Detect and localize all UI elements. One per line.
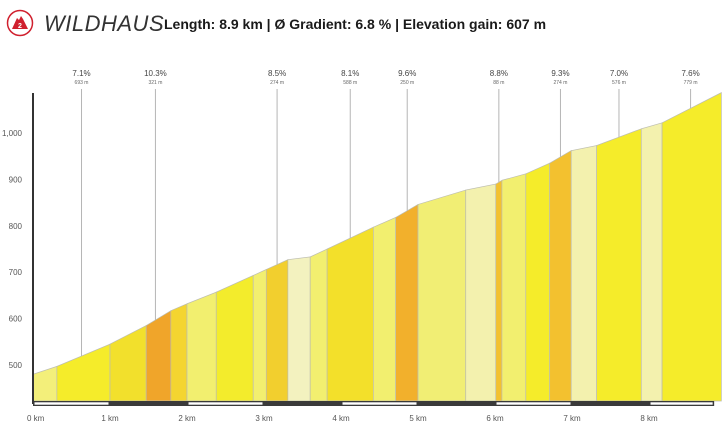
- y-tick-label: 600: [9, 315, 23, 324]
- annotation-distance-label: 576 m: [612, 80, 626, 86]
- annotation-distance-label: 588 m: [343, 80, 357, 86]
- profile-segment: [326, 226, 374, 402]
- profile-segment: [372, 216, 397, 402]
- annotation-distance-label: 274 m: [553, 80, 567, 86]
- gradient-annotations: 7.1% 693 m 10.3% 321 m 8.5% 274 m 8.1% 588 m 9.6…: [72, 69, 700, 357]
- km-bar-segment: [34, 402, 109, 405]
- x-tick-label: 8 km: [640, 414, 658, 423]
- profile-segment: [186, 291, 217, 402]
- profile-segment: [215, 274, 254, 402]
- x-tick-label: 7 km: [563, 414, 581, 423]
- y-tick-label: 700: [9, 268, 23, 277]
- annotation-distance-label: 693 m: [75, 80, 89, 86]
- km-bar-segment: [419, 402, 494, 405]
- annotation-gradient-label: 8.1%: [341, 69, 359, 78]
- annotation-gradient-label: 7.1%: [72, 69, 90, 78]
- header: 2 WILDHAUS Length: 8.9 km | Ø Gradient: …: [0, 0, 728, 46]
- profile-segment: [252, 268, 267, 402]
- profile-segment: [417, 189, 467, 402]
- profile-segment: [287, 256, 311, 402]
- x-tick-label: 0 km: [27, 414, 45, 423]
- profile-segment: [32, 365, 58, 402]
- x-tick-label: 6 km: [486, 414, 504, 423]
- y-tick-label: 1,000: [2, 129, 23, 138]
- axes: 500 600 700 800 900 1,000 0 km 1 km 2 km 3 km 4 km…: [2, 93, 715, 423]
- x-tick-label: 5 km: [409, 414, 427, 423]
- annotation-distance-label: 250 m: [400, 80, 414, 86]
- km-bar-segment: [573, 402, 648, 405]
- annotation-distance-label: 779 m: [684, 80, 698, 86]
- annotation-gradient-label: 8.8%: [490, 69, 508, 78]
- annotation-distance-label: 274 m: [270, 80, 284, 86]
- km-bar-segment: [342, 402, 417, 405]
- x-tick-label: 3 km: [255, 414, 273, 423]
- km-bar-segment: [650, 402, 713, 405]
- profile-segment: [661, 92, 722, 402]
- svg-text:2: 2: [18, 23, 22, 30]
- y-tick-label: 800: [9, 222, 23, 231]
- km-bar-segment: [496, 402, 571, 405]
- profile-segment: [265, 259, 289, 402]
- profile-segment: [395, 203, 419, 402]
- profile-segment: [525, 162, 551, 402]
- route-stats: Length: 8.9 km | Ø Gradient: 6.8 % | Ele…: [164, 16, 547, 32]
- profile-segment: [640, 122, 663, 402]
- annotation-distance-label: 88 m: [493, 80, 504, 86]
- profile-segment: [309, 248, 328, 402]
- profile-segments: [32, 92, 722, 402]
- annotation-gradient-label: 9.6%: [398, 69, 416, 78]
- annotation-gradient-label: 10.3%: [144, 69, 167, 78]
- annotation-gradient-label: 7.0%: [610, 69, 628, 78]
- km-bar-segment: [111, 402, 186, 405]
- profile-segment: [495, 179, 503, 402]
- annotation-gradient-label: 9.3%: [551, 69, 569, 78]
- route-title: WILDHAUS: [44, 11, 165, 36]
- profile-segment: [596, 128, 642, 402]
- x-tick-label: 4 km: [332, 414, 350, 423]
- y-tick-label: 900: [9, 175, 23, 184]
- annotation-gradient-label: 7.6%: [681, 69, 699, 78]
- profile-segment: [145, 310, 172, 402]
- profile-segment: [56, 343, 111, 402]
- mountain-2-icon: 2: [6, 9, 34, 37]
- km-bar-segment: [265, 402, 340, 405]
- x-tick-label: 2 km: [178, 414, 196, 423]
- profile-segment: [549, 150, 572, 402]
- profile-segment: [465, 183, 497, 402]
- annotation-distance-label: 321 m: [148, 80, 162, 86]
- x-tick-label: 1 km: [101, 414, 119, 423]
- y-tick-label: 500: [9, 361, 23, 370]
- profile-segment: [109, 324, 147, 402]
- profile-segment: [570, 145, 597, 402]
- profile-segment: [170, 303, 188, 402]
- profile-segment: [501, 173, 527, 402]
- km-bar-segment: [188, 402, 263, 405]
- annotation-gradient-label: 8.5%: [268, 69, 286, 78]
